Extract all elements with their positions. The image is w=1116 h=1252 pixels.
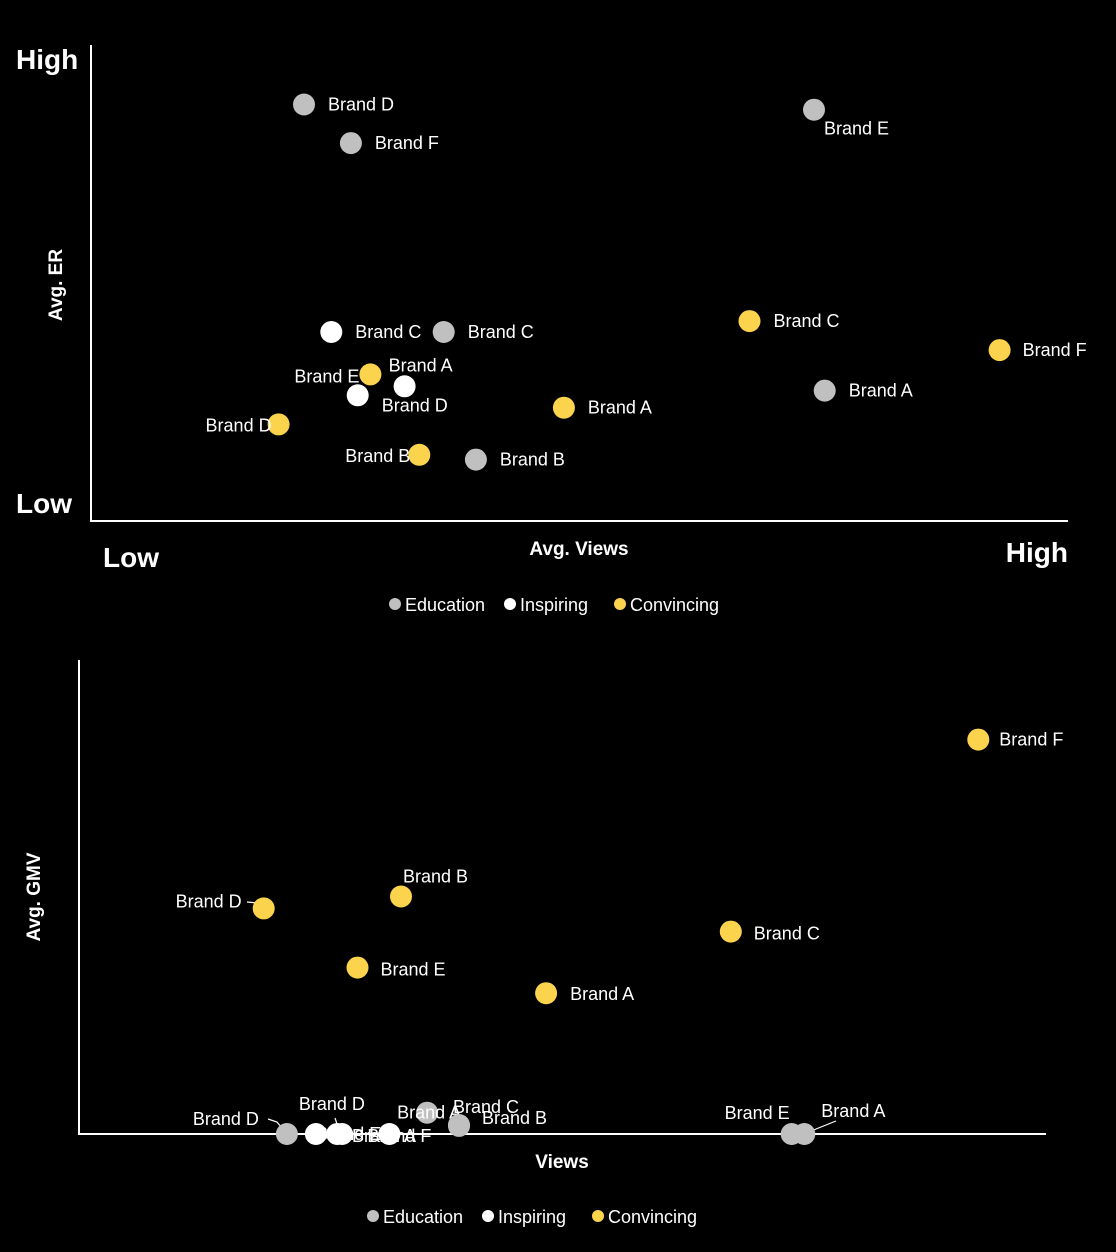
data-point-education <box>803 98 825 121</box>
data-label: Brand E <box>381 960 446 980</box>
data-point-convincing <box>988 339 1011 362</box>
data-label: Brand C <box>453 1097 519 1117</box>
chart2-x-axis-title: Views <box>535 1152 589 1173</box>
chart2-legend: Education Inspiring Convincing <box>367 1207 697 1227</box>
data-label: Brand B <box>500 450 565 470</box>
legend-marker-convincing <box>592 1210 604 1222</box>
data-label: Brand D <box>328 95 394 115</box>
data-label: Brand F <box>1023 340 1087 360</box>
data-point-convincing <box>390 885 412 908</box>
chart1-y-high-label: High <box>16 44 78 75</box>
chart1-legend: Education Inspiring Convincing <box>389 595 719 615</box>
legend-label-education: Education <box>383 1207 463 1227</box>
data-point-convincing <box>359 363 382 386</box>
data-point-education <box>416 1101 439 1124</box>
data-label: Brand C <box>355 322 421 342</box>
data-label: Brand E <box>294 366 359 386</box>
data-point-education <box>793 1123 816 1145</box>
data-label: Brand A <box>570 984 634 1004</box>
chart-views-er: High Low Low High Avg. Views Avg. ER Bra… <box>16 44 1087 615</box>
data-label: Brand A <box>588 398 652 418</box>
legend-label-education: Education <box>405 595 485 615</box>
chart2-axes <box>78 660 1046 1135</box>
data-label: Brand C <box>774 311 840 331</box>
legend-marker-inspiring <box>504 598 516 610</box>
data-point-convincing <box>552 396 575 419</box>
legend-marker-education <box>389 598 401 610</box>
chart1-x-high-label: High <box>1006 537 1068 568</box>
data-point-convincing <box>408 443 431 466</box>
legend-label-inspiring: Inspiring <box>498 1207 566 1227</box>
data-label: Brand F <box>999 730 1063 750</box>
data-point-convincing <box>535 982 558 1005</box>
data-point-education <box>293 93 315 116</box>
data-point-education <box>275 1123 298 1145</box>
data-label: Brand B <box>482 1108 547 1128</box>
data-label: Brand A <box>397 1103 461 1123</box>
chart1-axes <box>90 45 1068 522</box>
data-point-convincing <box>719 920 742 943</box>
data-label: Brand D <box>176 891 242 911</box>
data-label: Brand E <box>824 119 889 139</box>
data-label: Brand F <box>375 133 439 153</box>
legend-marker-education <box>367 1210 379 1222</box>
data-point-convincing <box>267 413 290 436</box>
legend-label-convincing: Convincing <box>608 1207 697 1227</box>
legend-label-inspiring: Inspiring <box>520 595 588 615</box>
data-point-inspiring <box>331 1123 353 1145</box>
data-label: Brand B <box>403 867 468 887</box>
data-point-convincing <box>252 897 275 920</box>
data-point-education <box>339 132 362 155</box>
data-point-convincing <box>346 956 369 979</box>
chart1-points: Brand D Brand F Brand E Brand C Brand A Brand… <box>206 93 1087 471</box>
legend-marker-inspiring <box>482 1210 494 1222</box>
chart1-x-axis-title: Avg. Views <box>529 539 628 560</box>
chart1-y-low-label: Low <box>16 488 72 519</box>
chart1-y-axis-title: Avg. ER <box>46 249 67 321</box>
data-point-convincing <box>967 728 990 751</box>
data-label: Brand B <box>345 446 410 466</box>
data-label: Brand E <box>725 1103 790 1123</box>
data-point-inspiring <box>320 321 343 343</box>
data-label: Brand C <box>468 322 534 342</box>
legend-label-convincing: Convincing <box>630 595 719 615</box>
data-point-convincing <box>738 310 761 333</box>
data-point-inspiring <box>346 384 369 407</box>
data-label: Brand D <box>206 415 272 435</box>
data-label: Brand A <box>821 1101 885 1121</box>
chart1-x-low-label: Low <box>103 542 159 573</box>
data-label: Brand C <box>754 924 820 944</box>
data-label: Brand D <box>382 395 448 415</box>
data-point-inspiring <box>304 1123 327 1145</box>
data-label: Brand D <box>299 1094 365 1114</box>
data-label: Brand F <box>367 1126 431 1146</box>
data-label: Brand D <box>193 1109 259 1129</box>
data-point-inspiring <box>393 375 416 398</box>
data-point-inspiring <box>378 1123 401 1145</box>
data-label: Brand A <box>849 381 913 401</box>
legend-marker-convincing <box>614 598 626 610</box>
data-point-education <box>448 1114 470 1137</box>
data-point-education <box>464 448 487 471</box>
data-point-education <box>432 321 455 343</box>
data-point-education <box>813 379 836 402</box>
chart2-y-axis-title: Avg. GMV <box>24 852 45 941</box>
data-label: Brand A <box>389 355 453 375</box>
